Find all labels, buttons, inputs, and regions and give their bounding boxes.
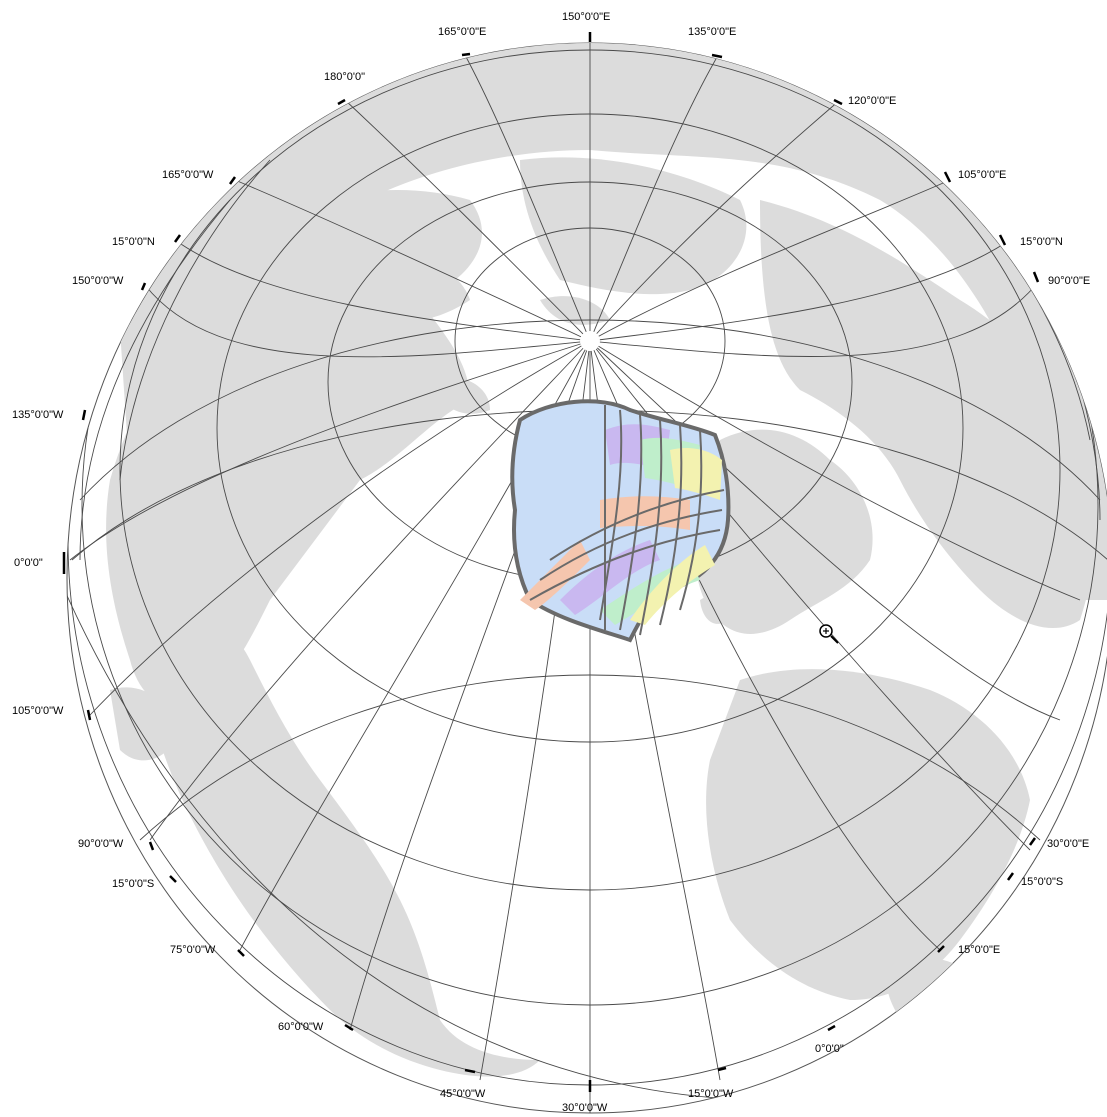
north-pole-marker	[580, 331, 600, 351]
label-150e: 150°0'0"E	[562, 11, 610, 23]
label-150w: 150°0'0"W	[72, 275, 124, 287]
land-greenland-west	[380, 257, 470, 321]
label-30e: 30°0'0"E	[1047, 838, 1089, 850]
label-30w: 30°0'0"W	[562, 1102, 608, 1114]
label-75w: 75°0'0"W	[170, 944, 216, 956]
land-africa	[706, 669, 1030, 1000]
label-165e: 165°0'0"E	[438, 26, 486, 38]
survey-strip-peach	[520, 540, 590, 610]
label-105w: 105°0'0"W	[12, 705, 64, 717]
survey-strip-purple	[560, 540, 660, 615]
label-135w: 135°0'0"W	[12, 409, 64, 421]
label-45w: 45°0'0"W	[440, 1088, 486, 1100]
survey-strip-yellow	[630, 545, 715, 625]
label-165w: 165°0'0"W	[162, 169, 214, 181]
land-central-america	[110, 687, 180, 761]
land-europe	[693, 429, 873, 634]
land-asia-east	[760, 200, 1097, 629]
label-90e: 90°0'0"E	[1048, 275, 1090, 287]
zoom-in-cursor-icon[interactable]	[819, 624, 839, 644]
survey-area[interactable]	[510, 399, 731, 643]
graticule-ticks	[62, 32, 1040, 1092]
label-105e: 105°0'0"E	[958, 169, 1006, 181]
label-left-15s: 15°0'0"S	[112, 878, 154, 890]
graticule-labels: 150°0'0"E 135°0'0"E 120°0'0"E 105°0'0"E …	[12, 11, 1090, 1114]
survey-strip-yellow-2	[670, 448, 722, 500]
land-south-america	[150, 612, 540, 1077]
label-bottom-0: 0°0'0"	[815, 1043, 844, 1055]
land-africa-south	[886, 956, 980, 1030]
label-left-15n: 15°0'0"N	[112, 236, 155, 248]
label-right-15n: 15°0'0"N	[1020, 236, 1063, 248]
survey-strip-lines	[529, 405, 725, 636]
label-120e: 120°0'0"E	[848, 95, 896, 107]
label-15w: 15°0'0"W	[688, 1088, 734, 1100]
label-180: 180°0'0"	[324, 71, 365, 83]
label-left-0: 0°0'0"	[14, 557, 43, 569]
label-right-15s: 15°0'0"S	[1021, 876, 1063, 888]
label-90w: 90°0'0"W	[78, 838, 124, 850]
label-60w: 60°0'0"W	[278, 1021, 324, 1033]
label-15e: 15°0'0"E	[958, 944, 1000, 956]
land-asia-north	[520, 157, 747, 295]
label-135e: 135°0'0"E	[688, 26, 736, 38]
